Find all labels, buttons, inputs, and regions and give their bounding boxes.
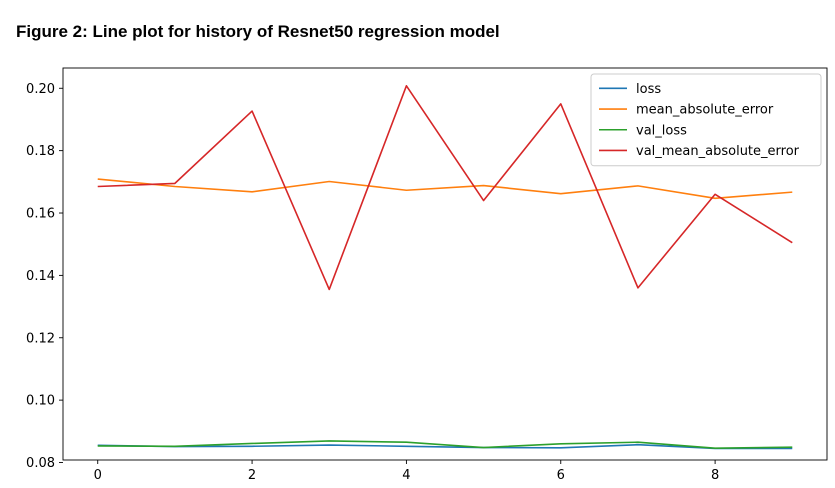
legend-entry: mean_absolute_error	[636, 103, 774, 118]
y-tick-label: 0.08	[26, 456, 55, 471]
legend-entry: val_mean_absolute_error	[636, 144, 800, 159]
y-tick-label: 0.14	[26, 269, 55, 284]
series-line-loss	[97, 443, 793, 450]
y-tick-label: 0.18	[26, 144, 55, 159]
x-tick-label: 2	[248, 468, 256, 483]
plot-frame	[62, 67, 828, 461]
legend-entry: val_loss	[636, 123, 687, 138]
x-tick-label: 4	[402, 468, 410, 483]
series-lines	[97, 84, 793, 450]
y-tick-label: 0.16	[26, 207, 55, 222]
series-line-val-mean-absolute-error	[97, 84, 793, 291]
series-line-mean-absolute-error	[97, 178, 793, 200]
legend-box	[590, 73, 822, 167]
y-tick-label: 0.20	[26, 82, 55, 97]
x-axis: 0 2 4 6 8	[94, 460, 719, 483]
figure-title: Figure 2: Line plot for history of Resne…	[16, 22, 500, 41]
x-tick-label: 8	[711, 468, 719, 483]
y-tick-label: 0.12	[26, 331, 55, 346]
x-tick-label: 0	[94, 468, 102, 483]
y-tick-label: 0.10	[26, 394, 55, 409]
legend-entry: loss	[636, 82, 661, 97]
axes-frame	[62, 67, 828, 461]
x-tick-label: 6	[557, 468, 565, 483]
series-line-val-loss	[97, 440, 793, 449]
legend: loss mean_absolute_error val_loss val_mean_…	[590, 73, 822, 167]
y-axis: 0.08 0.10 0.12 0.14 0.16 0.18 0.20	[26, 82, 63, 471]
